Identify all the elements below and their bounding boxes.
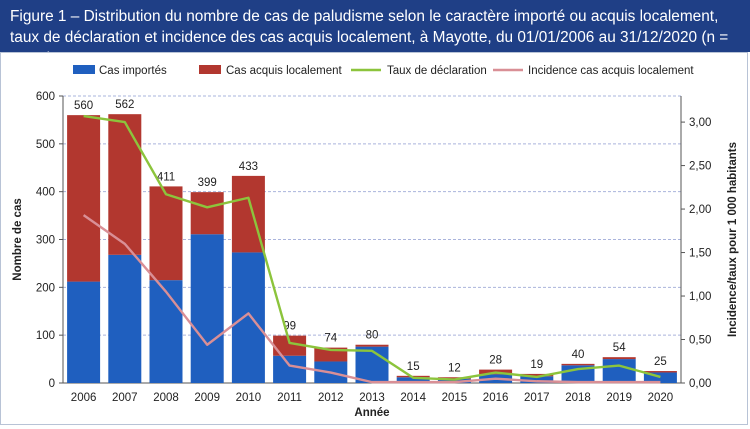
- y2-tick-label: 1,50: [689, 248, 711, 260]
- y-tick-label: 300: [36, 235, 55, 247]
- bar-local: [355, 344, 389, 347]
- x-tick-label: 2006: [71, 392, 97, 404]
- bar-local: [520, 373, 554, 377]
- data-label-total: 399: [198, 177, 217, 189]
- data-label-total: 562: [115, 99, 134, 111]
- bar-local: [643, 371, 677, 373]
- bar-local: [190, 192, 224, 235]
- x-tick-label: 2018: [565, 392, 591, 404]
- legend-label-rate: Taux de déclaration: [387, 65, 487, 77]
- bar-local: [561, 363, 595, 366]
- x-tick-label: 2014: [400, 392, 426, 404]
- legend-label-local: Cas acquis localement: [226, 65, 343, 77]
- bar-local: [602, 357, 636, 360]
- figure-title: Figure 1 – Distribution du nombre de cas…: [0, 0, 750, 67]
- data-label-total: 54: [613, 342, 626, 354]
- x-tick-label: 2016: [483, 392, 509, 404]
- series-line-rate: [83, 114, 661, 381]
- bar-imported: [108, 254, 142, 383]
- x-tick-label: 2017: [524, 392, 550, 404]
- chart-svg: 0 100 200 300 400 500 600 0,00 0,50 1,00 1,50 2,00 2…: [12, 65, 739, 419]
- y2-tick-label: 0,50: [689, 335, 711, 347]
- y-tick-label: 600: [36, 91, 55, 103]
- bar-imported: [355, 346, 389, 383]
- y-tick-label: 0: [49, 378, 55, 390]
- data-label-total: 15: [407, 361, 420, 373]
- bar-local: [437, 377, 471, 379]
- y2-tick-label: 0,00: [689, 378, 711, 390]
- bar-local: [273, 335, 307, 356]
- x-tick-label: 2007: [112, 392, 138, 404]
- y-tick-label: 100: [36, 330, 55, 342]
- series-line-incidence: [82, 214, 661, 384]
- chart-frame: 0 100 200 300 400 500 600 0,00 0,50 1,00 1,50 2,00 2…: [0, 52, 748, 425]
- x-tick-label: 2012: [318, 392, 344, 404]
- data-label-total: 433: [239, 161, 258, 173]
- data-label-total: 40: [572, 349, 585, 361]
- x-tick-label: 2011: [277, 392, 302, 404]
- data-label-total: 25: [654, 356, 667, 368]
- bar-local: [67, 115, 101, 282]
- data-label-total: 74: [324, 333, 337, 345]
- x-tick-label: 2015: [442, 392, 468, 404]
- y-tick-label: 200: [36, 282, 55, 294]
- y2-tick-label: 1,00: [689, 291, 711, 303]
- x-tick-label: 2010: [236, 392, 262, 404]
- y2-tick-label: 2,00: [689, 204, 711, 216]
- bar-imported: [520, 376, 554, 383]
- data-label-total: 80: [366, 330, 379, 342]
- y2-axis-title: Incidence/taux pour 1 000 habitants: [727, 142, 739, 337]
- legend-label-incidence: Incidence cas acquis localement: [528, 65, 694, 77]
- legend-swatch-local: [199, 65, 221, 74]
- bar-imported: [643, 372, 677, 383]
- bar-imported: [149, 280, 183, 383]
- x-tick-label: 2020: [648, 392, 674, 404]
- data-label-total: 28: [489, 355, 502, 367]
- data-label-total: 560: [74, 100, 93, 112]
- y-tick-label: 500: [36, 139, 55, 151]
- y2-tick-label: 3,00: [689, 117, 711, 129]
- data-label-total: 19: [530, 359, 543, 371]
- bar-local: [108, 114, 142, 255]
- data-label-total: 12: [448, 362, 461, 374]
- bar-imported: [437, 378, 471, 383]
- bar-local: [149, 186, 183, 281]
- bar-imported: [273, 355, 307, 383]
- x-tick-label: 2019: [606, 392, 632, 404]
- y-axis-title: Nombre de cas: [12, 198, 24, 280]
- y-tick-label: 400: [36, 187, 55, 199]
- x-tick-label: 2013: [359, 392, 385, 404]
- x-tick-label: 2008: [153, 392, 179, 404]
- legend-label-imported: Cas importés: [99, 65, 167, 77]
- y2-tick-label: 2,50: [689, 161, 711, 173]
- x-axis-title: Année: [354, 407, 389, 419]
- bar-imported: [67, 281, 101, 383]
- legend-swatch-imported: [73, 65, 95, 74]
- bar-imported: [602, 359, 636, 383]
- data-label-total: 411: [157, 171, 175, 183]
- bar-imported: [190, 234, 224, 383]
- bar-imported: [231, 252, 265, 383]
- x-tick-label: 2009: [194, 392, 220, 404]
- bar-imported: [396, 377, 430, 383]
